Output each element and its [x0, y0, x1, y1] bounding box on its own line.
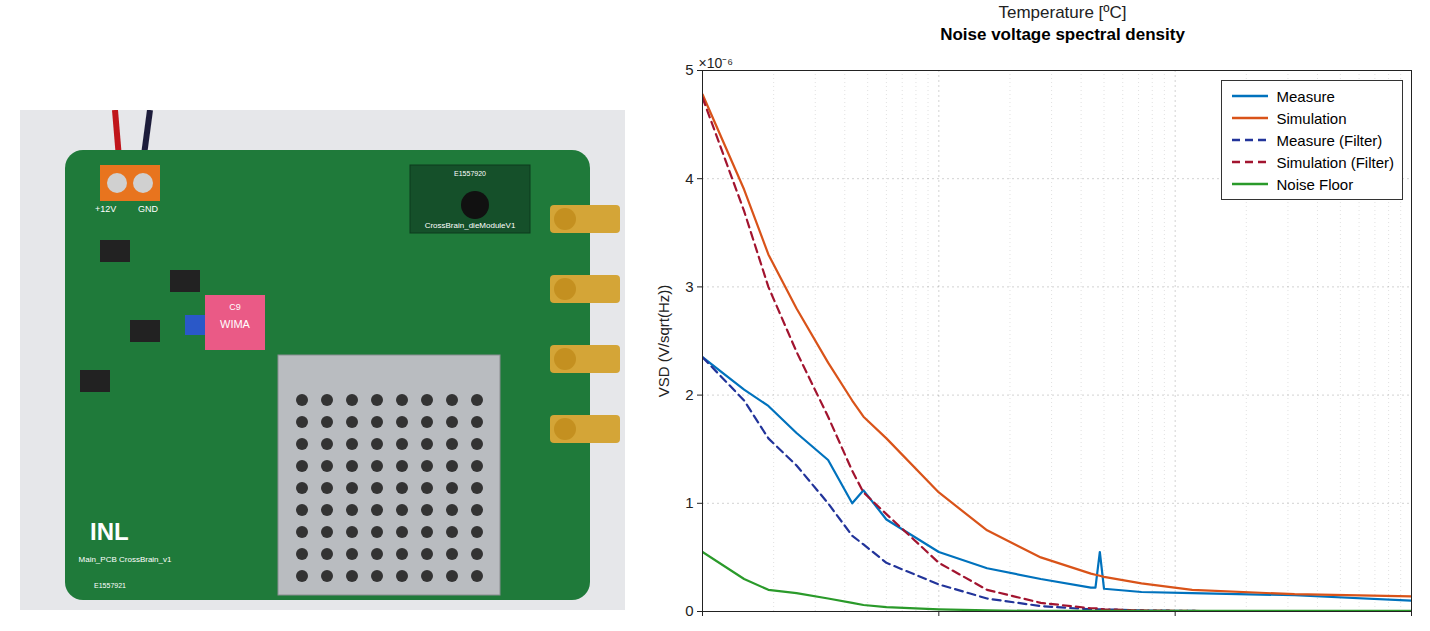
html-text:Noise voltage spectral density: Noise voltage spectral density [940, 25, 1185, 44]
svg-text:E1557921: E1557921 [94, 582, 126, 589]
svg-text:GND: GND [138, 204, 159, 214]
html-text:Measure: Measure [1276, 87, 1335, 105]
svg-text:INL: INL [90, 518, 129, 545]
svg-text:E1557920: E1557920 [454, 170, 486, 177]
svg-text:+12V: +12V [95, 204, 116, 214]
html-text:Measure (Filter): Measure (Filter) [1276, 131, 1383, 149]
svg-text:4: 4 [685, 170, 693, 187]
svg-text:C9: C9 [229, 302, 241, 312]
svg-text:VSD (V/sqrt(Hz)): VSD (V/sqrt(Hz)) [655, 285, 672, 398]
svg-text:1: 1 [685, 494, 693, 511]
svg-text:Main_PCB CrossBrain_v1: Main_PCB CrossBrain_v1 [79, 555, 172, 564]
html-text:Temperature [ºC]: Temperature [ºC] [998, 3, 1127, 22]
svg-text:WIMA: WIMA [220, 318, 251, 330]
svg-text:2: 2 [685, 386, 693, 403]
svg-text:CrossBrain_dieModuleV1: CrossBrain_dieModuleV1 [425, 221, 516, 230]
html-text:Simulation: Simulation [1276, 109, 1347, 127]
html-text:Simulation (Filter): Simulation (Filter) [1276, 153, 1394, 171]
svg-text:5: 5 [685, 61, 693, 78]
svg-text:0: 0 [685, 602, 693, 619]
svg-text:3: 3 [685, 278, 693, 295]
svg-text:×10⁻⁶: ×10⁻⁶ [699, 55, 734, 71]
html-text:Noise Floor: Noise Floor [1276, 175, 1354, 193]
